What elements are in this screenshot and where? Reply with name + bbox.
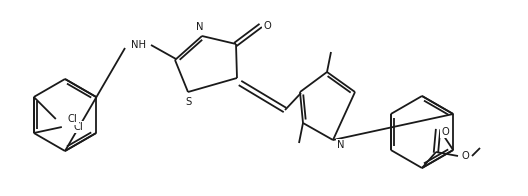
Text: O: O [441,127,449,137]
Text: S: S [185,97,191,107]
Text: N: N [196,22,204,32]
Text: Cl: Cl [74,122,83,132]
Text: NH: NH [130,40,146,50]
Text: Cl: Cl [68,114,78,124]
Text: N: N [337,140,345,150]
Text: O: O [263,21,271,31]
Text: O: O [461,151,469,161]
